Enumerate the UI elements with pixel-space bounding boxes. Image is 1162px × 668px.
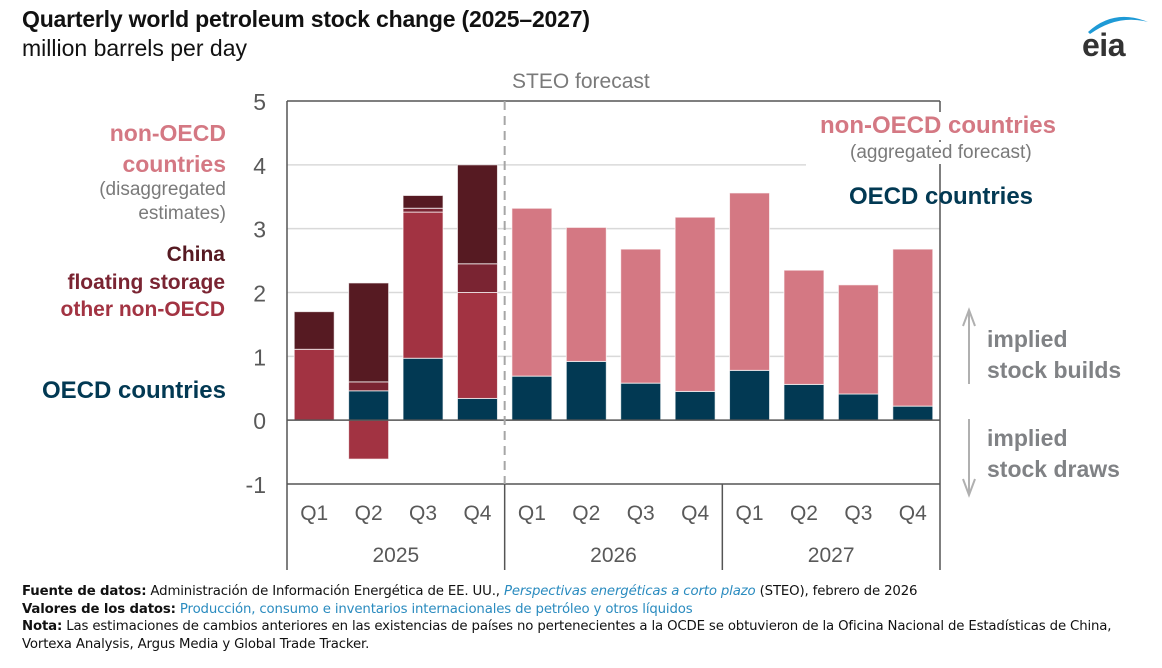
bar-segment — [293, 348, 335, 421]
legend-aggregated-note: (aggregated forecast) — [850, 142, 1032, 164]
forecast-label: STEO forecast — [512, 70, 650, 93]
bar-segment — [837, 393, 879, 421]
bar-segment — [620, 382, 662, 421]
bar-segment — [674, 390, 716, 421]
bar-segment — [348, 381, 390, 392]
x-tick-label: Q1 — [300, 502, 328, 525]
legend-nonoecd-forecast: non-OECD countries — [820, 112, 1057, 140]
bar-segment — [729, 369, 771, 421]
bar-segment — [511, 375, 553, 421]
footer-note: Nota: Las estimaciones de cambios anteri… — [22, 618, 1152, 653]
bar-segment — [783, 269, 825, 385]
stock-draws-arrow-icon — [962, 419, 976, 498]
bar-segment — [565, 360, 607, 421]
y-tick-label: 0 — [253, 408, 266, 434]
bar-segment — [402, 207, 444, 213]
chart-title: Quarterly world petroleum stock change (… — [22, 6, 590, 32]
footer-source-date: (STEO), febrero de 2026 — [755, 584, 918, 599]
x-tick-label: Q3 — [844, 502, 872, 525]
legend-other-nonoecd: other non-OECD — [60, 298, 225, 321]
bar-segment — [456, 263, 498, 293]
bar-segment — [402, 211, 444, 359]
bar-segment — [348, 390, 390, 421]
bar-segment — [674, 216, 716, 392]
annotation-stock-draws: implied stock draws — [987, 423, 1120, 485]
x-tick-label: Q3 — [627, 502, 655, 525]
gridlines — [287, 164, 940, 358]
y-tick-label: 2 — [253, 281, 266, 307]
annotation-draws-line2: stock draws — [987, 456, 1120, 482]
bar-segment — [620, 248, 662, 384]
x-axis-ticks: Q1 Q2 Q3 Q4 Q1 Q2 Q3 Q4 Q1 Q2 Q3 Q4 2025 2026 2027 — [300, 502, 927, 567]
legend-china: China — [166, 243, 225, 266]
y-tick-label: 3 — [253, 217, 266, 243]
y-tick-label: 1 — [253, 344, 266, 370]
bar-segment — [402, 194, 444, 209]
footer-values: Valores de los datos: Producción, consum… — [22, 601, 1152, 619]
bar-segment — [456, 397, 498, 421]
legend-disagg-line1: (disaggregated — [99, 179, 226, 200]
y-tick-label: 5 — [253, 89, 266, 115]
footer-source-text: Administración de Información Energética… — [146, 584, 504, 599]
bar-segment — [837, 284, 879, 395]
year-label: 2027 — [808, 544, 855, 567]
footer-values-label: Valores de los datos: — [22, 601, 176, 617]
bar-segment — [565, 226, 607, 362]
bar-segment — [729, 192, 771, 371]
footer-source-label: Fuente de datos: — [22, 584, 147, 599]
y-tick-label: -1 — [246, 472, 266, 498]
bar-segment — [348, 282, 390, 383]
legend-floating-storage: floating storage — [67, 271, 225, 294]
legend-oecd-forecast: OECD countries — [849, 183, 1034, 210]
x-tick-label: Q2 — [355, 502, 383, 525]
bar-segment — [348, 419, 390, 460]
eia-logo: eia — [1082, 16, 1148, 62]
footer-note-text: Las estimaciones de cambios anteriores e… — [22, 619, 1112, 652]
footer-values-link[interactable]: Producción, consumo e inventarios intern… — [175, 601, 693, 617]
legend-nonoecd-line2: countries — [122, 151, 226, 177]
year-label: 2025 — [372, 544, 419, 567]
x-tick-label: Q4 — [899, 502, 927, 525]
legend-disaggregated-note: (disaggregated estimates) — [99, 178, 226, 226]
bar-segment — [293, 311, 335, 350]
footer-note-label: Nota: — [22, 619, 63, 634]
x-tick-label: Q1 — [518, 502, 546, 525]
footer: Fuente de datos: Administración de Infor… — [22, 583, 1152, 653]
eia-logo-swoosh-icon — [1088, 16, 1148, 34]
annotation-draws-line1: implied — [987, 425, 1068, 451]
x-tick-label: Q4 — [681, 502, 709, 525]
bar-segment — [511, 207, 553, 377]
x-tick-label: Q2 — [790, 502, 818, 525]
bars — [293, 164, 934, 460]
annotation-builds-line1: implied — [987, 326, 1068, 352]
bar-segment — [402, 357, 444, 421]
eia-logo-text: eia — [1082, 27, 1126, 62]
legend-nonoecd-historical: non-OECD countries — [110, 118, 226, 180]
year-label: 2026 — [590, 544, 637, 567]
chart-subtitle: million barrels per day — [22, 35, 247, 61]
x-tick-label: Q3 — [409, 502, 437, 525]
stock-builds-arrow-icon — [962, 307, 976, 384]
y-axis-ticks: -1 0 1 2 3 4 5 — [246, 89, 267, 498]
chart-area: -1 0 1 2 3 4 5 Q1 Q2 Q3 Q4 Q1 Q2 Q3 Q4 Q1 Q2 Q3 Q4 2025 202… — [246, 70, 976, 570]
bar-segment — [783, 383, 825, 421]
legend-disagg-line2: estimates) — [138, 203, 226, 224]
bar-segment — [892, 405, 934, 421]
bar-segment — [892, 248, 934, 407]
y-tick-label: 4 — [253, 153, 266, 179]
annotation-stock-builds: implied stock builds — [987, 324, 1121, 386]
x-tick-label: Q2 — [572, 502, 600, 525]
legend-oecd-historical: OECD countries — [41, 377, 226, 404]
x-tick-label: Q1 — [736, 502, 764, 525]
footer-source: Fuente de datos: Administración de Infor… — [22, 583, 1152, 601]
x-tick-label: Q4 — [463, 502, 491, 525]
footer-source-link[interactable]: Perspectivas energéticas a corto plazo — [503, 584, 756, 599]
bar-segment — [456, 164, 498, 265]
annotation-builds-line2: stock builds — [987, 357, 1122, 383]
bar-segment — [456, 292, 498, 399]
legend-nonoecd-line1: non-OECD — [109, 120, 226, 146]
plot-frame — [286, 100, 941, 570]
